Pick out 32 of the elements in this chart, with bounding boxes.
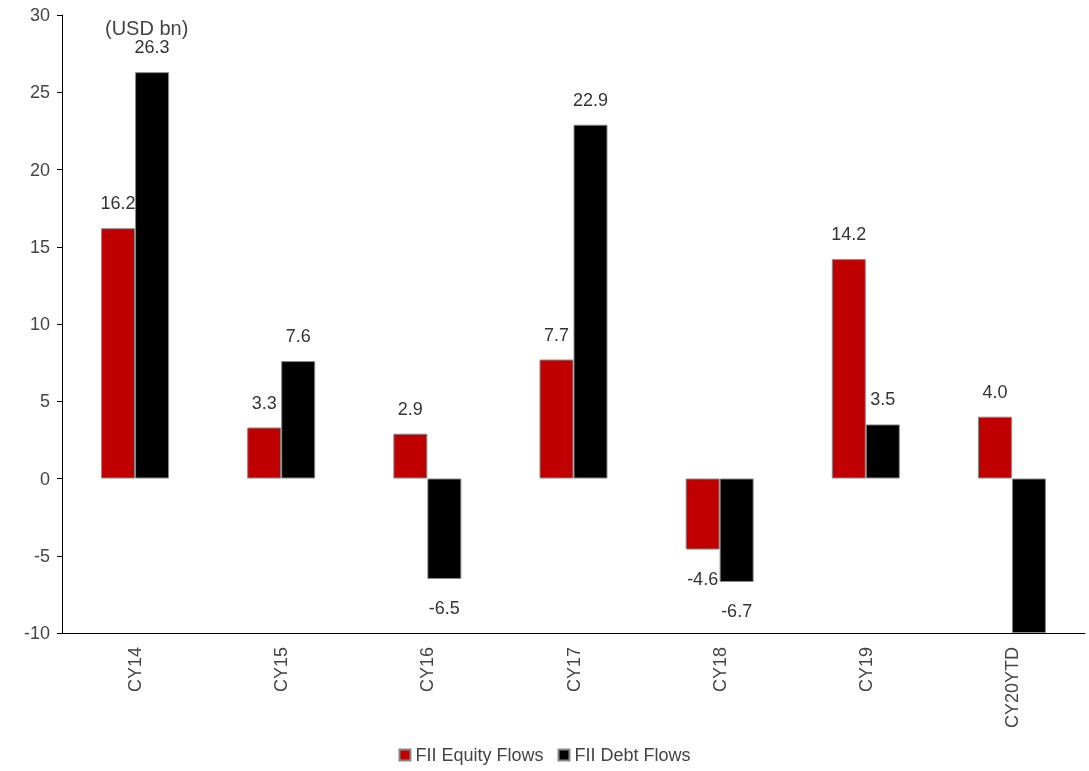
x-tick-label: CY14 <box>125 647 146 693</box>
x-tick-label: CY20YTD <box>1001 647 1022 729</box>
data-label: 14.2 <box>831 224 867 245</box>
data-label: 16.2 <box>100 193 136 214</box>
y-tick-label: 20 <box>29 159 50 180</box>
data-label: 26.3 <box>134 37 170 58</box>
data-label: 3.3 <box>251 392 277 413</box>
data-label: 7.6 <box>285 326 311 347</box>
x-tick-label: CY15 <box>271 647 292 693</box>
legend-label: FII Debt Flows <box>574 745 691 765</box>
legend-label: FII Equity Flows <box>415 745 544 765</box>
y-tick-label: 30 <box>29 5 50 25</box>
data-label: -6.7 <box>721 601 753 622</box>
data-label: 2.9 <box>397 398 423 419</box>
y-tick-label: 0 <box>39 468 50 489</box>
y-tick-label: -10 <box>23 623 50 643</box>
data-label: 7.7 <box>543 324 570 345</box>
y-tick-label: 10 <box>29 314 50 334</box>
y-tick-label: 25 <box>29 82 50 103</box>
y-tick-label: 15 <box>29 236 50 257</box>
data-label: 3.5 <box>870 389 896 410</box>
data-label: -4.6 <box>687 568 719 589</box>
x-tick-label: CY19 <box>855 647 876 693</box>
y-tick-label: -5 <box>33 545 50 566</box>
x-tick-label: CY17 <box>563 647 584 693</box>
x-tick-label: CY16 <box>417 647 438 693</box>
data-label: 4.0 <box>982 381 1008 402</box>
data-label: -6.5 <box>428 597 460 618</box>
data-label: 22.9 <box>572 89 609 110</box>
x-tick-label: CY18 <box>709 647 730 693</box>
y-tick-label: 5 <box>39 391 50 412</box>
annotation: (USD bn) <box>105 17 189 39</box>
